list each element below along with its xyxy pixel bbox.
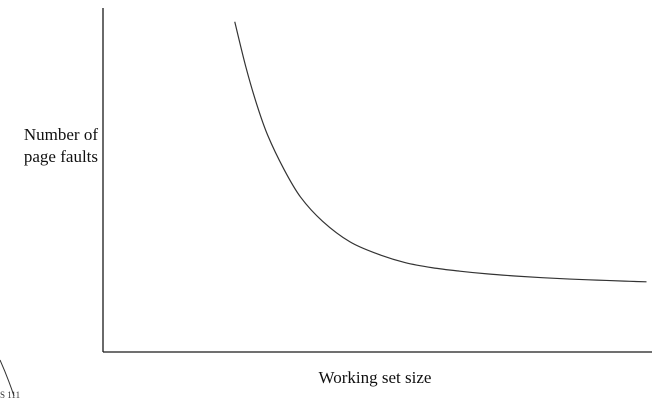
decorative-margin-arc <box>0 359 15 397</box>
corner-note: S 111 <box>0 390 21 400</box>
y-axis-label-line-1: Number of <box>23 125 98 144</box>
y-axis-label: Number of page faults <box>2 124 98 168</box>
chart-axes <box>102 8 652 353</box>
series-layer <box>234 21 647 283</box>
y-axis-label-line-2: page faults <box>23 147 98 166</box>
series-line-0 <box>234 21 647 283</box>
x-axis-label: Working set size <box>318 368 432 387</box>
